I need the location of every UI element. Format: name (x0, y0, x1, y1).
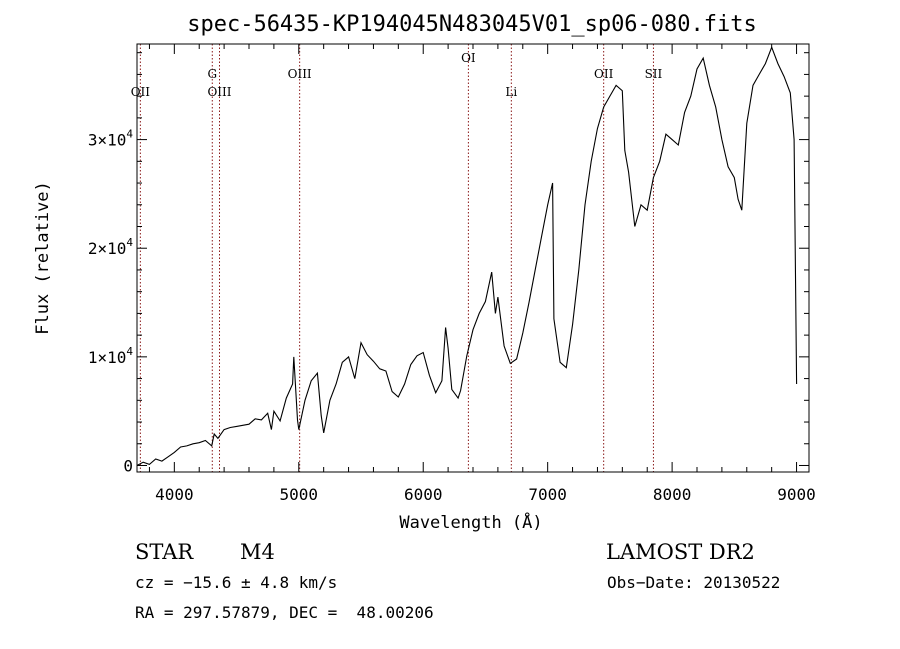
spectral-line-label-1: G (207, 67, 217, 81)
spectral-line-label-7: SII (645, 67, 663, 81)
object-subclass: M4 (240, 540, 275, 564)
y-tick-label: 0 (123, 456, 133, 475)
x-tick-label: 4000 (155, 485, 194, 504)
spectral-line-label-2: OIII (207, 85, 231, 99)
x-tick-label: 9000 (777, 485, 816, 504)
spectral-line-label-0: OII (131, 85, 151, 99)
x-tick-label: 8000 (653, 485, 692, 504)
x-tick-label: 5000 (280, 485, 319, 504)
plot-frame (136, 43, 810, 473)
y-tick-label: 3×104 (88, 128, 134, 150)
spectrum-line (136, 45, 798, 466)
y-tick-label: 1×104 (88, 345, 134, 367)
observation-date: Obs−Date: 20130522 (607, 573, 781, 592)
x-axis-label: Wavelength (Å) (399, 511, 542, 533)
y-axis-ticks: 0 1×104 2×104 3×104 (88, 52, 809, 475)
y-tick-label: 2×104 (88, 236, 134, 258)
coordinates: RA = 297.57879, DEC = 48.00206 (135, 603, 434, 622)
spectral-line-label-4: OI (461, 51, 476, 65)
spectral-line-label-6: OII (594, 67, 614, 81)
object-type: STAR (135, 540, 194, 564)
survey-release: LAMOST DR2 (606, 540, 755, 564)
x-axis-ticks: 4000 5000 6000 7000 8000 9000 (148, 44, 816, 504)
spectral-line-label-5: Li (505, 85, 517, 99)
chart-title: spec-56435-KP194045N483045V01_sp06-080.f… (187, 12, 757, 37)
x-tick-label: 7000 (528, 485, 567, 504)
redshift-velocity: cz = −15.6 ± 4.8 km/s (135, 573, 338, 592)
spectral-line-markers: OII G OIII OIII OI Li OII SII (131, 44, 663, 472)
x-tick-label: 6000 (404, 485, 443, 504)
spectral-line-label-3: OIII (288, 67, 312, 81)
y-axis-label: Flux (relative) (33, 181, 53, 335)
